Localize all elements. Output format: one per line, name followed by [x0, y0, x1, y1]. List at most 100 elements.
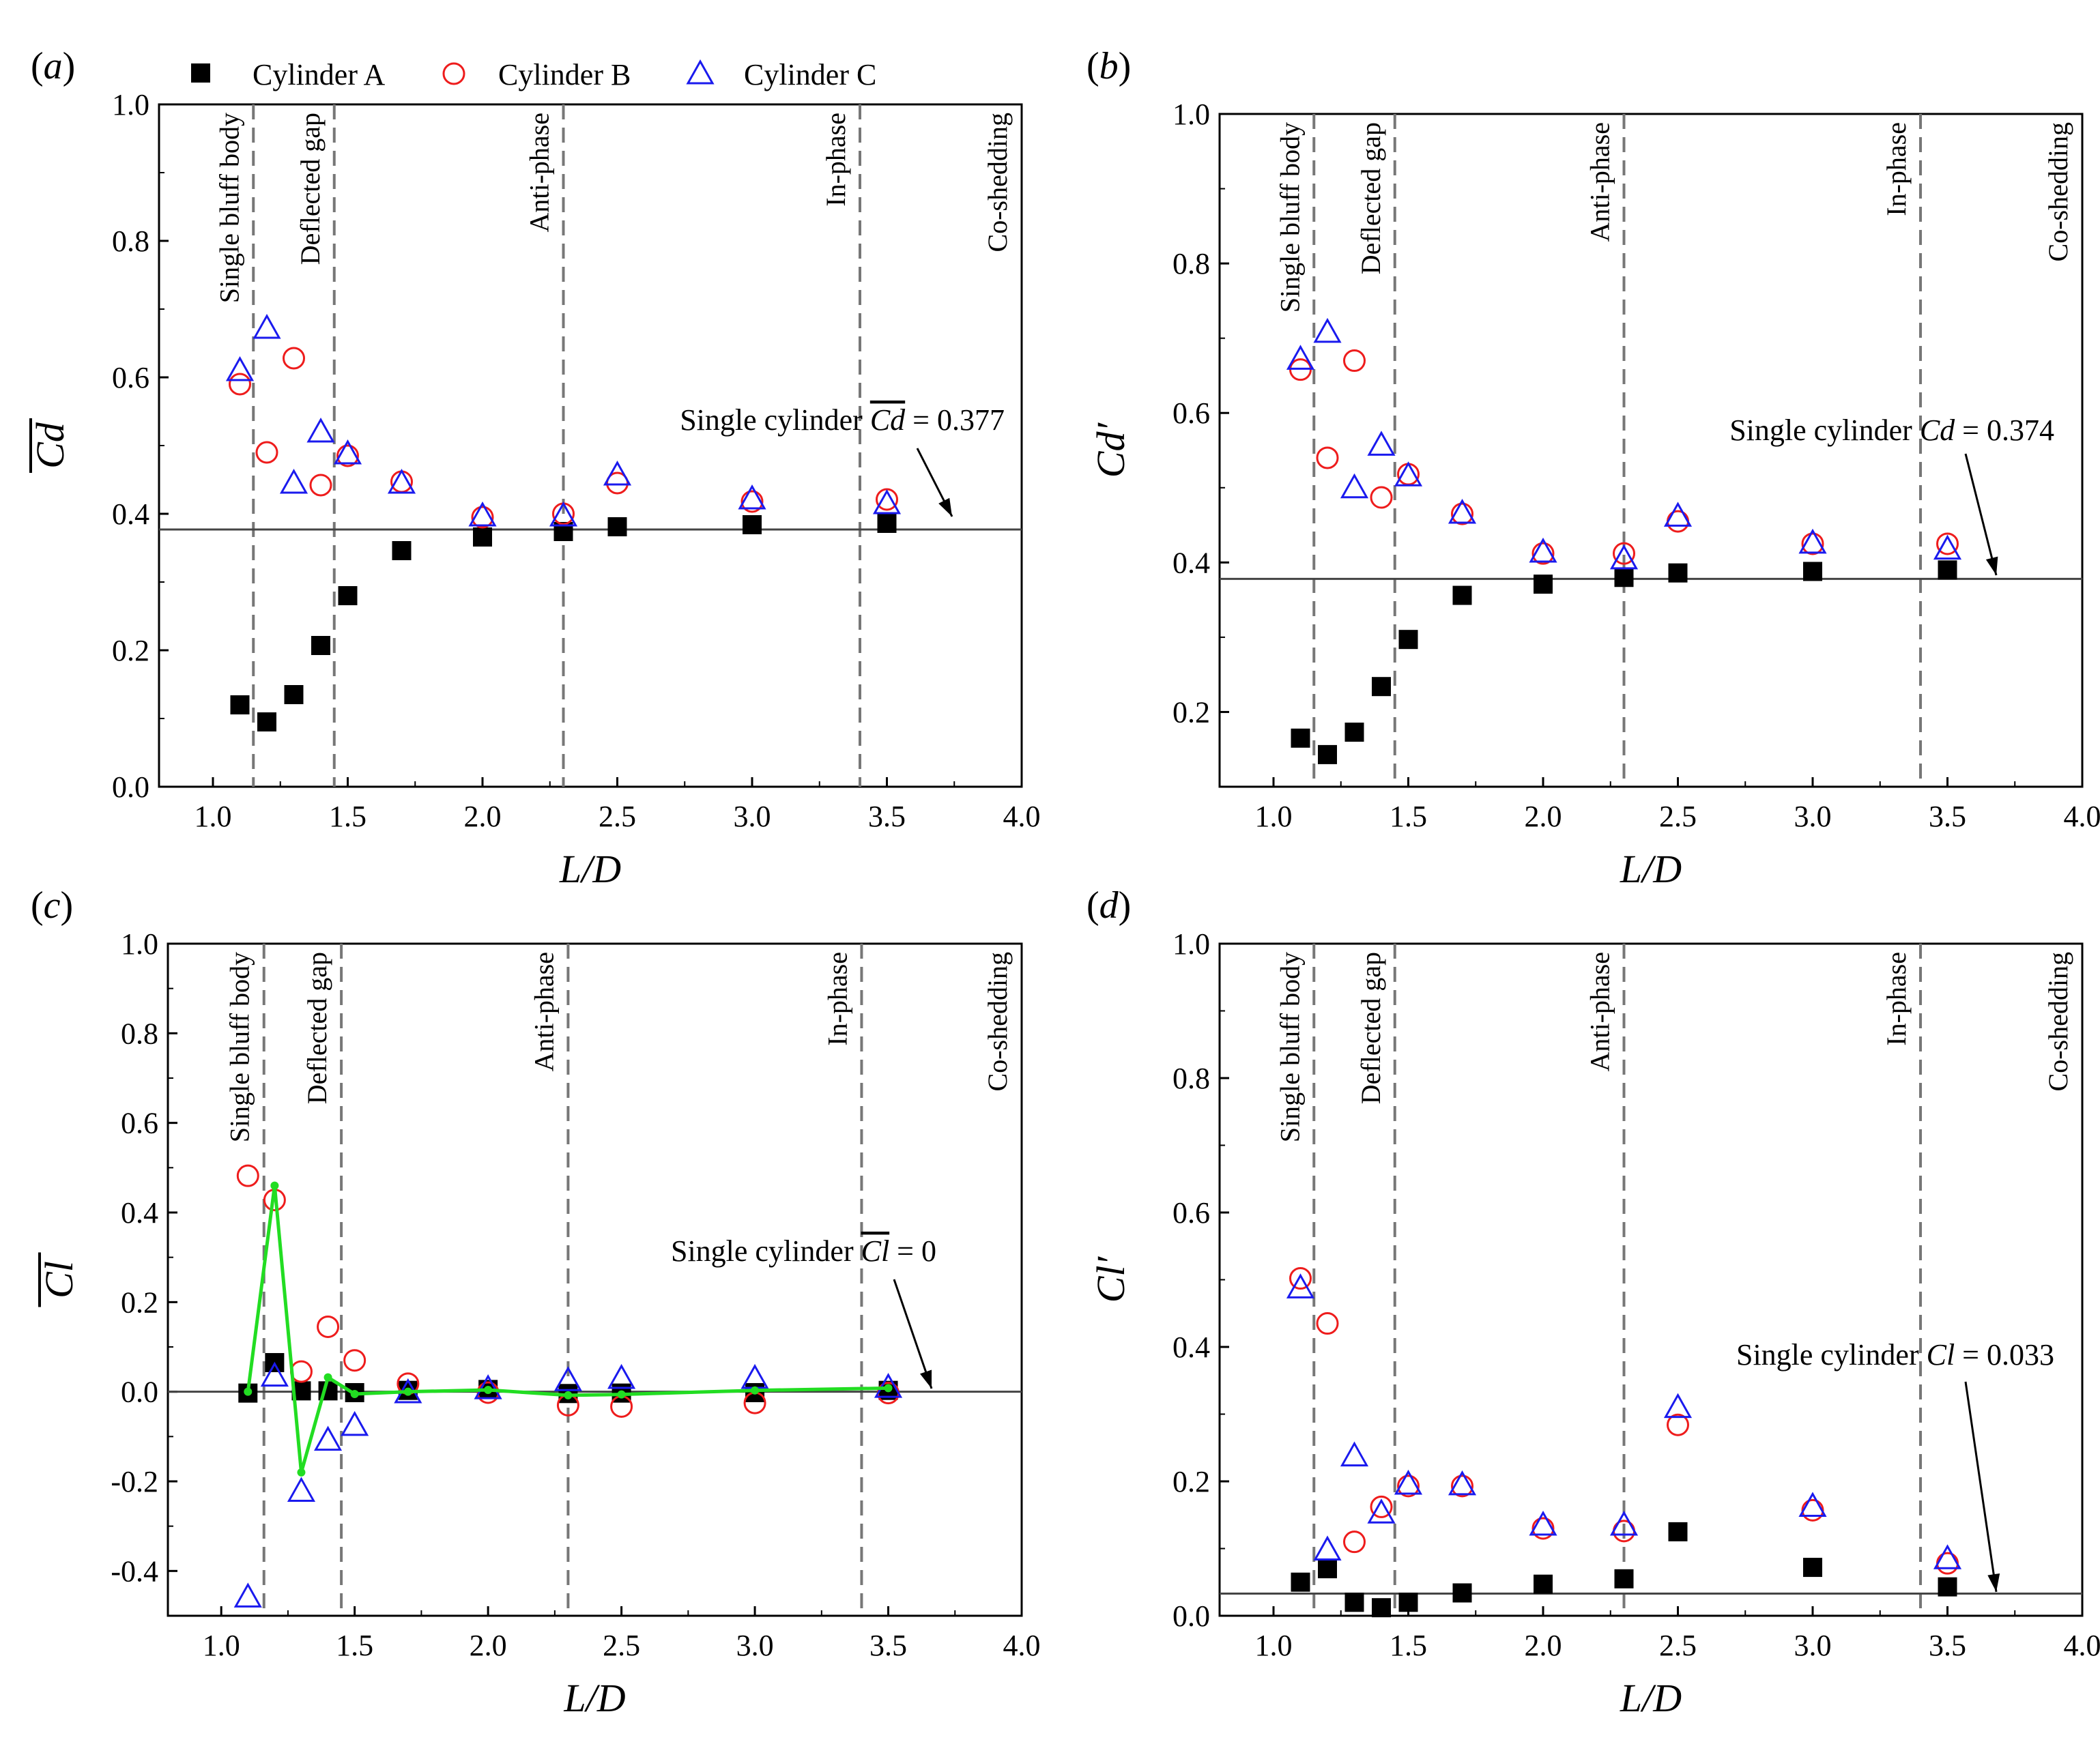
sum-point: [270, 1181, 279, 1190]
plot-frame: [1218, 113, 2084, 788]
panel-label-paren-close: ): [1119, 45, 1132, 87]
cylinder-c-point: [1394, 461, 1423, 487]
x-tick-label: 3.0: [736, 1629, 774, 1662]
cylinder-a-point: [1372, 1598, 1391, 1618]
x-tick-label: 2.0: [1525, 1629, 1562, 1662]
cylinder-c-point: [468, 501, 497, 527]
cylinder-b-point: [317, 1315, 340, 1338]
cylinder-c-point: [1286, 1273, 1315, 1298]
panel-a: (a) 1.0 1.5 2.0 2.5 3.0 3.5 4.0 0.0 0.2 0.4 0.6 0.8 1…: [28, 45, 1041, 891]
cylinder-b-point: [1343, 349, 1366, 373]
sum-point: [564, 1391, 573, 1399]
cylinder-a-point: [1668, 563, 1688, 583]
cylinder-a-point: [1372, 677, 1391, 697]
x-tick-label: 1.0: [203, 1629, 240, 1662]
cylinder-c-point: [1609, 1510, 1639, 1536]
y-axis-label: Cl′: [1089, 1255, 1133, 1303]
y-tick-label: 0.0: [121, 1376, 158, 1409]
cylinder-a-point: [1614, 568, 1634, 587]
panel-label-letter: b: [1099, 45, 1119, 87]
plot-frame: [158, 103, 1023, 788]
cylinder-b-point: [1531, 1517, 1555, 1540]
reference-label-value: = 0.033: [1955, 1338, 2054, 1371]
reference-arrow-shaft: [1964, 453, 1998, 576]
cylinder-c-point: [279, 468, 308, 494]
cylinder-c-point: [1367, 431, 1396, 456]
legend-label-cylinder-b: Cylinder B: [498, 58, 631, 91]
x-tick-label: 2.0: [470, 1629, 507, 1662]
regime-label: Anti-phase: [524, 113, 555, 233]
cylinder-a-point: [1344, 1593, 1364, 1612]
cylinder-c-point: [1394, 1469, 1423, 1495]
cylinder-b-point: [606, 471, 629, 495]
cylinder-a-point: [1614, 1569, 1634, 1588]
cylinder-b-point: [1343, 1530, 1366, 1554]
cylinder-c-point: [253, 313, 281, 339]
y-tick-label: 0.4: [121, 1196, 158, 1230]
cylinder-b-point: [1397, 1475, 1420, 1498]
cylinder-c-point: [1798, 528, 1827, 554]
cylinder-c-point: [1529, 1510, 1557, 1536]
y-tick-label: 1.0: [1173, 927, 1210, 961]
plot-frame: [167, 942, 1023, 1617]
y-tick-label: 0.8: [121, 1017, 158, 1050]
cylinder-c-point: [313, 1425, 343, 1451]
cylinder-a-point: [607, 517, 627, 536]
cylinder-a-point: [877, 514, 897, 533]
sum-point: [484, 1386, 493, 1395]
cylinder-c-point: [1529, 537, 1557, 563]
x-tick-label: 2.5: [603, 1629, 640, 1662]
cylinder-c-point: [872, 489, 902, 514]
x-tick-label: 3.0: [1794, 800, 1832, 833]
sum-point: [751, 1386, 760, 1395]
cylinder-b-point: [229, 373, 251, 396]
regime-label: Deflected gap: [295, 113, 326, 265]
cylinder-b-point: [336, 444, 359, 467]
reference-arrow-head: [920, 1369, 932, 1389]
x-tick-label: 1.0: [1255, 1629, 1293, 1662]
reference-label: Single cylinder Cl = 0: [671, 1234, 936, 1268]
cylinder-b-point: [1289, 1267, 1312, 1290]
x-tick-label: 2.0: [1525, 800, 1562, 833]
reference-label-symbol: Cl: [1927, 1338, 1955, 1371]
y-tick-label: 0.8: [112, 224, 149, 258]
cylinder-c-point: [553, 1366, 582, 1391]
cylinder-c-point: [387, 468, 416, 494]
regime-label: Co-shedding: [2043, 122, 2073, 261]
cylinder-a-point: [1938, 1577, 1957, 1597]
cylinder-a-point: [311, 636, 330, 655]
sum-point: [884, 1384, 893, 1393]
x-tick-label: 3.0: [734, 800, 771, 833]
reference-arrow-shaft: [1964, 1381, 1998, 1593]
cylinder-b-point: [1531, 542, 1555, 565]
reference-label: Single cylinder Cd = 0.377: [680, 403, 1005, 437]
cylinder-a-point: [230, 695, 250, 714]
x-tick-label: 2.5: [1659, 800, 1697, 833]
panel-label-paren-close: ): [1119, 884, 1132, 927]
cylinder-b-point: [1667, 510, 1689, 533]
cylinder-a-point: [257, 712, 276, 731]
cylinder-a-point: [1318, 744, 1337, 764]
x-tick-label: 2.5: [599, 800, 636, 833]
reference-label-prefix: Single cylinder: [671, 1234, 861, 1268]
cylinder-c-point: [1609, 544, 1639, 570]
x-tick-label: 3.5: [869, 1629, 907, 1662]
y-tick-label: 0.6: [1173, 396, 1210, 430]
y-tick-label: 1.0: [121, 927, 158, 961]
cylinder-c-point: [1663, 1393, 1693, 1419]
cylinder-c-point: [1286, 345, 1315, 370]
x-tick-label: 1.0: [195, 800, 232, 833]
reference-arrow-head: [938, 497, 952, 517]
reference-label-value: = 0.374: [1955, 413, 2054, 447]
cylinder-c-point: [1367, 1498, 1396, 1524]
cylinder-a-point: [1318, 1559, 1337, 1579]
sum-point: [323, 1373, 332, 1382]
cylinder-c-point: [1933, 1544, 1962, 1569]
cylinder-a-point: [1291, 728, 1310, 748]
sum-point: [350, 1389, 359, 1398]
cylinder-c-point: [738, 484, 766, 510]
cylinder-b-point: [740, 490, 764, 513]
cylinder-b-point: [1316, 446, 1339, 469]
y-tick-label: 0.6: [121, 1107, 158, 1140]
panel-label-letter: a: [44, 45, 63, 87]
